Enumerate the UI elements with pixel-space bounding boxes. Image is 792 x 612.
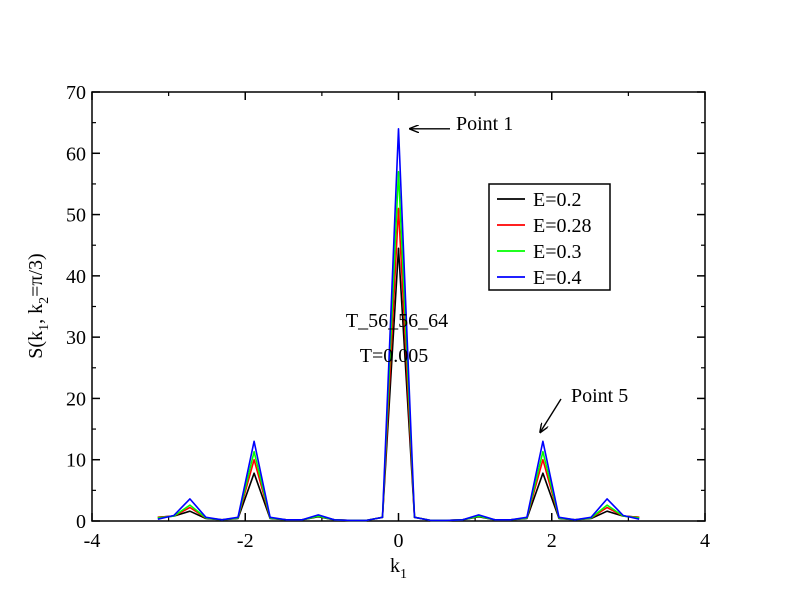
y-tick-label: 10 [66, 450, 86, 472]
y-tick-label: 60 [66, 143, 86, 165]
legend-box [488, 183, 611, 291]
x-tick-label: 4 [700, 530, 710, 552]
legend-label: E=0.4 [533, 267, 582, 289]
legend-label: E=0.28 [533, 215, 592, 237]
series-line-4 [157, 128, 640, 522]
x-tick-label: 2 [547, 530, 557, 552]
y-tick-label: 50 [66, 205, 86, 227]
x-tick-label: -2 [237, 530, 254, 552]
legend: E=0.2 E=0.28 E=0.3 E=0.4 [488, 183, 611, 291]
x-axis-label-subscript: 1 [400, 567, 407, 582]
arrow-point-5 [540, 398, 562, 432]
legend-label: E=0.2 [533, 189, 582, 211]
annotation-point-1: Point 1 [456, 113, 513, 135]
y-axis-label: S(k1, k2=π/3) [25, 253, 52, 358]
annotation-arrows [410, 129, 562, 432]
y-tick-label: 20 [66, 388, 86, 410]
annotation-point-5: Point 5 [571, 385, 628, 407]
x-tick-label: 0 [394, 530, 404, 552]
x-tick-label: -4 [84, 530, 101, 552]
y-tick-label: 30 [66, 327, 86, 349]
plot-frame [91, 91, 706, 522]
series-layer [157, 128, 640, 522]
x-axis-label: k1 [390, 555, 407, 582]
y-tick-label: 0 [76, 511, 86, 533]
annotation-title: T_56_56_64 [346, 310, 448, 332]
legend-label: E=0.3 [533, 241, 582, 263]
legend-items: E=0.2 E=0.28 E=0.3 E=0.4 [497, 189, 592, 289]
annotation-temperature: T=0.005 [360, 345, 429, 367]
y-tick-label: 70 [66, 82, 86, 104]
y-tick-label: 40 [66, 266, 86, 288]
